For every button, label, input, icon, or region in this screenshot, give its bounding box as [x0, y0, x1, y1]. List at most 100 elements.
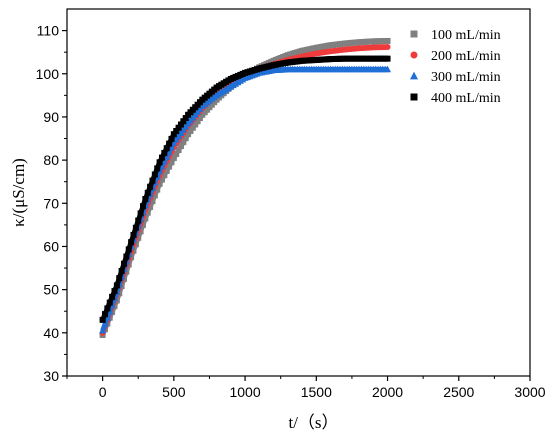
series-trace [100, 38, 388, 336]
data-point [123, 253, 130, 260]
data-point [173, 151, 180, 158]
legend-label: 200 mL/min [431, 49, 501, 64]
legend-marker [410, 93, 418, 101]
data-point [189, 124, 196, 131]
data-point [109, 293, 116, 300]
data-point [120, 260, 127, 267]
data-point [99, 316, 106, 323]
data-point [116, 275, 123, 282]
data-point [154, 165, 161, 172]
series-4 [99, 55, 391, 323]
series-1 [99, 37, 391, 338]
legend-label: 100 mL/min [431, 28, 501, 43]
data-point [177, 121, 184, 128]
x-axis-label: t/（s） [288, 413, 338, 432]
y-tick-label: 60 [43, 238, 59, 254]
data-point [180, 118, 187, 125]
data-point [101, 320, 109, 328]
data-point [135, 217, 142, 224]
legend-entry: 300 mL/min [410, 70, 501, 85]
data-point [111, 288, 118, 295]
x-tick-label: 2000 [372, 384, 403, 400]
plot-area-border [66, 8, 531, 377]
data-point [154, 186, 161, 193]
x-tick-label: 0 [99, 384, 107, 400]
data-point [194, 118, 201, 125]
data-point [196, 115, 203, 122]
y-tick-label: 50 [43, 282, 59, 298]
data-point [166, 140, 173, 147]
data-point [151, 171, 158, 178]
data-point [149, 177, 156, 184]
data-point [161, 149, 168, 156]
data-point [163, 145, 170, 152]
x-tick-label: 1000 [229, 384, 260, 400]
data-point [384, 55, 391, 62]
y-tick-label: 80 [43, 152, 59, 168]
x-tick-label: 2500 [443, 384, 474, 400]
data-point [118, 267, 125, 274]
legend-entry: 200 mL/min [410, 49, 501, 64]
data-point [161, 172, 168, 179]
series-trace [100, 56, 388, 321]
series-2 [99, 43, 391, 336]
y-tick-label: 110 [37, 23, 60, 39]
data-point [177, 143, 184, 150]
data-point [166, 163, 173, 170]
data-point [156, 180, 163, 187]
data-point [137, 210, 144, 217]
data-point [151, 192, 158, 199]
legend-marker [410, 30, 418, 38]
x-tick-label: 500 [162, 384, 186, 400]
x-tick-label: 3000 [514, 384, 545, 400]
legend-label: 300 mL/min [431, 70, 501, 85]
data-point [185, 131, 192, 138]
data-point [384, 43, 391, 50]
legend-marker [410, 51, 418, 59]
legend-label: 400 mL/min [431, 91, 501, 106]
y-tick-label: 100 [36, 66, 60, 82]
data-point [142, 195, 149, 202]
legend-entry: 400 mL/min [410, 91, 501, 106]
data-point [175, 124, 182, 131]
data-point [99, 326, 107, 334]
data-point [384, 37, 391, 44]
legend-marker [410, 71, 418, 80]
data-point [156, 159, 163, 166]
data-point [384, 65, 392, 73]
legend-entry: 100 mL/min [410, 28, 501, 43]
data-point [104, 305, 111, 312]
data-point [163, 167, 170, 174]
data-point [125, 246, 132, 253]
data-point [158, 176, 165, 183]
data-point [130, 231, 137, 238]
data-point [192, 121, 199, 128]
data-point [182, 135, 189, 142]
data-point [144, 209, 151, 216]
data-point [180, 139, 187, 146]
data-point [144, 189, 151, 196]
data-point [175, 147, 182, 154]
x-tick-label: 1500 [301, 384, 332, 400]
data-point [128, 239, 135, 246]
y-tick-label: 40 [43, 325, 59, 341]
data-point [101, 311, 108, 318]
y-tick-label: 30 [43, 368, 59, 384]
data-point [132, 224, 139, 231]
data-point [139, 203, 146, 210]
data-point [168, 159, 175, 166]
data-point [106, 299, 113, 306]
y-axis-label: κ/(μS/cm) [9, 158, 28, 227]
data-point [147, 203, 154, 210]
data-point [182, 115, 189, 122]
data-point [173, 127, 180, 134]
data-point [158, 154, 165, 161]
data-point [170, 154, 177, 161]
data-point [187, 127, 194, 134]
data-point [168, 135, 175, 142]
y-tick-label: 70 [43, 195, 59, 211]
data-point [147, 183, 154, 190]
data-point [170, 131, 177, 138]
data-point [149, 198, 156, 205]
